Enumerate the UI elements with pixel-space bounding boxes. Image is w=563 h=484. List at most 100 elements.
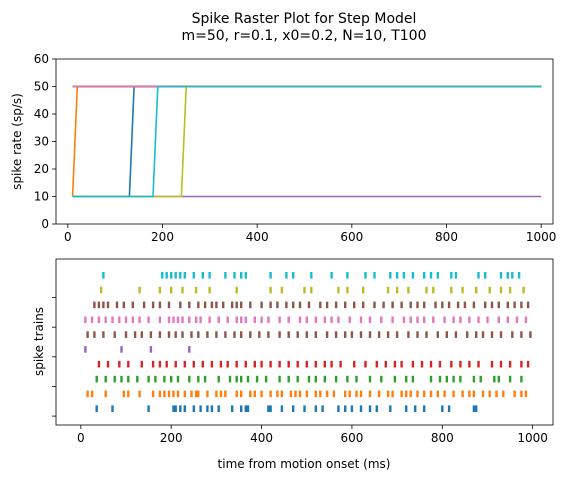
spike-mark: [114, 376, 116, 383]
spike-mark: [258, 331, 260, 338]
spike-mark: [498, 376, 500, 383]
spike-mark: [430, 391, 432, 398]
spike-mark: [123, 391, 125, 398]
spike-mark: [168, 391, 170, 398]
spike-mark: [159, 317, 161, 324]
spike-mark: [168, 302, 170, 309]
spike-mark: [489, 391, 491, 398]
spike-mark: [175, 361, 177, 368]
spike-mark: [360, 317, 362, 324]
spike-mark: [208, 287, 210, 294]
spike-mark: [240, 317, 242, 324]
spike-mark: [127, 376, 129, 383]
spike-mark: [369, 405, 371, 412]
spike-mark: [267, 405, 269, 412]
rate-x-tick-label: 1000: [526, 230, 557, 244]
spike-mark: [500, 272, 502, 279]
spike-mark: [389, 272, 391, 279]
spike-mark: [93, 331, 95, 338]
spike-mark: [319, 391, 321, 398]
spike-mark: [147, 317, 149, 324]
spike-mark: [240, 391, 242, 398]
rate-y-tick-label: 20: [34, 162, 49, 176]
spike-mark: [86, 391, 88, 398]
spike-mark: [202, 272, 204, 279]
spike-mark: [245, 361, 247, 368]
spike-mark: [159, 302, 161, 309]
spike-mark: [138, 317, 140, 324]
spike-mark: [281, 287, 283, 294]
spike-mark: [229, 376, 231, 383]
spike-mark: [206, 391, 208, 398]
spike-mark: [432, 287, 434, 294]
spike-mark: [378, 391, 380, 398]
spike-mark: [369, 331, 371, 338]
spike-mark: [190, 331, 192, 338]
spike-mark: [218, 376, 220, 383]
spike-mark: [254, 361, 256, 368]
spike-mark: [236, 317, 238, 324]
spike-mark: [100, 287, 102, 294]
spike-mark: [208, 317, 210, 324]
spike-mark: [330, 272, 332, 279]
spike-mark: [346, 272, 348, 279]
spike-mark: [495, 391, 497, 398]
spike-mark: [292, 302, 294, 309]
spike-mark: [195, 317, 197, 324]
spike-mark: [107, 361, 109, 368]
spike-mark: [518, 272, 520, 279]
spike-mark: [197, 302, 199, 309]
spike-mark: [208, 272, 210, 279]
spike-mark: [299, 302, 301, 309]
spike-mark: [498, 302, 500, 309]
spike-mark: [224, 272, 226, 279]
spike-mark: [473, 405, 475, 412]
spike-mark: [179, 302, 181, 309]
spike-mark: [509, 376, 511, 383]
spike-mark: [123, 302, 125, 309]
spike-mark: [475, 331, 477, 338]
raster-x-axis-label: time from motion onset (ms): [218, 457, 391, 471]
spike-mark: [168, 331, 170, 338]
rate-y-tick-label: 10: [34, 190, 49, 204]
spike-mark: [351, 405, 353, 412]
spike-mark: [344, 331, 346, 338]
spike-mark: [240, 405, 242, 412]
spike-mark: [520, 331, 522, 338]
spike-mark: [184, 361, 186, 368]
spike-mark: [452, 391, 454, 398]
rate-line-0: [73, 87, 542, 197]
spike-mark: [484, 272, 486, 279]
spike-mark: [245, 317, 247, 324]
spike-mark: [339, 361, 341, 368]
rate-plot-frame: [56, 59, 553, 224]
spike-mark: [432, 317, 434, 324]
rate-x-tick-label: 200: [151, 230, 174, 244]
spike-mark: [224, 391, 226, 398]
spike-mark: [425, 287, 427, 294]
spike-mark: [170, 376, 172, 383]
spike-mark: [188, 376, 190, 383]
spike-mark: [500, 331, 502, 338]
spike-mark: [437, 331, 439, 338]
spike-mark: [84, 317, 86, 324]
spike-mark: [391, 317, 393, 324]
spike-mark: [450, 272, 452, 279]
spike-mark: [91, 391, 93, 398]
spike-mark: [423, 272, 425, 279]
spike-mark: [500, 361, 502, 368]
spike-mark: [355, 376, 357, 383]
rate-y-tick-label: 30: [34, 135, 49, 149]
spike-mark: [285, 302, 287, 309]
spike-mark: [154, 376, 156, 383]
spike-mark: [360, 331, 362, 338]
spike-mark: [360, 391, 362, 398]
spike-mark: [430, 272, 432, 279]
spike-mark: [346, 376, 348, 383]
spike-mark: [193, 361, 195, 368]
spike-mark: [452, 317, 454, 324]
spike-mark: [290, 391, 292, 398]
spike-mark: [278, 361, 280, 368]
spike-mark: [477, 272, 479, 279]
spike-mark: [344, 391, 346, 398]
